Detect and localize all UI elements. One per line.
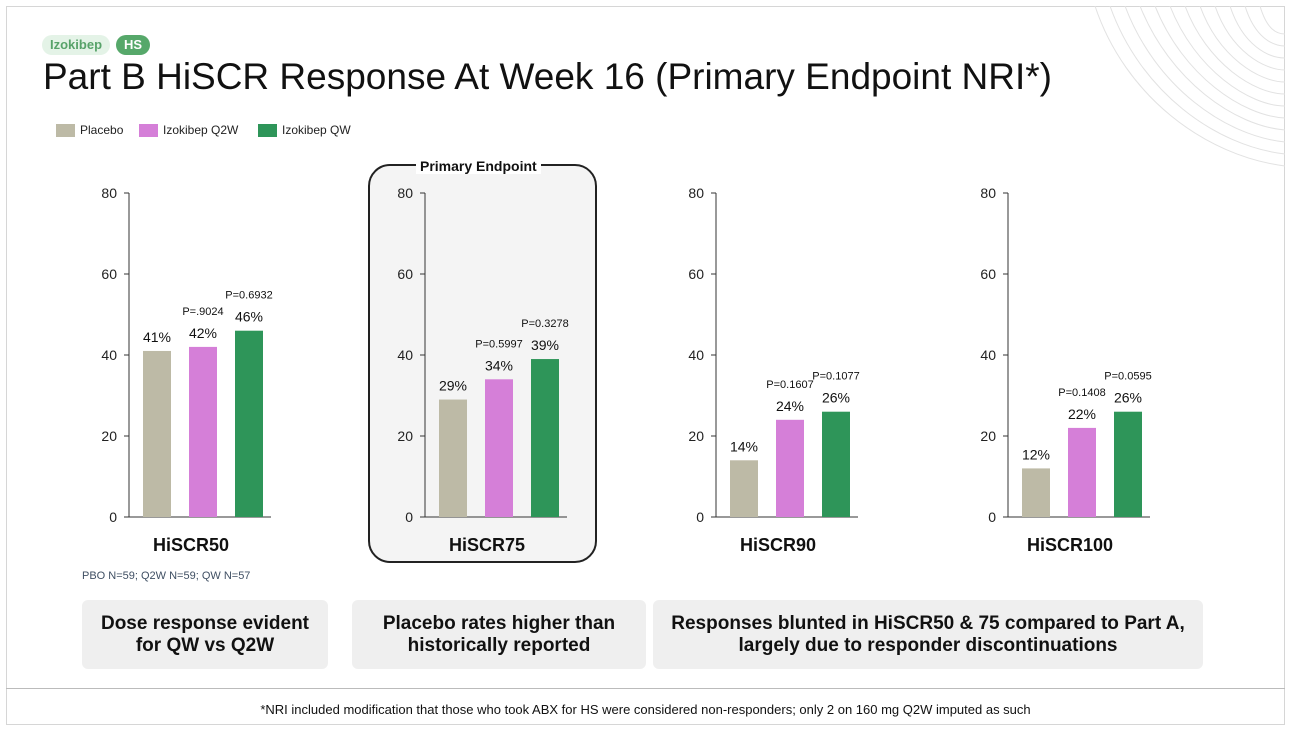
bar-value-label: 24% [776, 398, 804, 414]
bar-value-label: 29% [439, 378, 467, 394]
legend-label-placebo: Placebo [80, 123, 124, 137]
bar-value-label: 14% [730, 438, 758, 454]
bar-q2w [1068, 427, 1096, 517]
x-axis-category-label: HiSCR50 [153, 535, 229, 555]
bar-qw [1114, 411, 1142, 517]
y-tick-label: 0 [109, 509, 117, 525]
bar-value-label: 41% [143, 329, 171, 345]
callout-text: Dose response evident for QW vs Q2W [100, 612, 310, 656]
p-value-label: P=.9024 [182, 306, 223, 318]
bar-value-label: 39% [531, 337, 559, 353]
y-tick-label: 60 [101, 266, 117, 282]
bar-placebo [730, 460, 758, 517]
page-title: Part B HiSCR Response At Week 16 (Primar… [43, 56, 1052, 97]
p-value-label: P=0.1077 [812, 371, 859, 383]
legend-swatch-placebo [56, 124, 75, 138]
y-tick-label: 40 [980, 347, 996, 363]
bar-value-label: 26% [1114, 390, 1142, 406]
bar-value-label: 42% [189, 325, 217, 341]
legend-label-qw: Izokibep QW [282, 123, 351, 137]
legend-swatch-qw [258, 124, 277, 138]
bar-value-label: 34% [485, 357, 513, 373]
callout-text: Placebo rates higher than historically r… [382, 612, 616, 656]
y-tick-label: 20 [980, 428, 996, 444]
y-tick-label: 60 [397, 266, 413, 282]
p-value-label: P=0.3278 [521, 318, 568, 330]
legend-item-qw: Izokibep QW [258, 122, 351, 138]
bar-value-label: 46% [235, 309, 263, 325]
y-tick-label: 20 [101, 428, 117, 444]
y-tick-label: 40 [397, 347, 413, 363]
y-tick-label: 40 [688, 347, 704, 363]
bar-qw [235, 330, 263, 517]
indication-tag: HS [116, 35, 151, 55]
p-value-label: P=0.6932 [225, 290, 272, 302]
bar-qw [822, 411, 850, 517]
bar-placebo [439, 399, 467, 517]
bar-q2w [776, 419, 804, 517]
p-value-label: P=0.1408 [1058, 387, 1105, 399]
footnote: *NRI included modification that those wh… [260, 702, 1031, 717]
p-value-label: P=0.5997 [475, 338, 522, 350]
legend-item-placebo: Placebo [56, 122, 123, 138]
legend-swatch-q2w [139, 124, 158, 138]
bar-q2w [485, 379, 513, 517]
y-tick-label: 0 [696, 509, 704, 525]
y-tick-label: 60 [980, 266, 996, 282]
y-tick-label: 20 [397, 428, 413, 444]
y-tick-label: 0 [988, 509, 996, 525]
y-tick-label: 0 [405, 509, 413, 525]
y-tick-label: 40 [101, 347, 117, 363]
y-tick-label: 80 [688, 185, 704, 201]
x-axis-category-label: HiSCR90 [740, 535, 816, 555]
y-tick-label: 80 [980, 185, 996, 201]
callout-responses-blunted: Responses blunted in HiSCR50 & 75 compar… [653, 600, 1203, 669]
decorative-lines [1094, 6, 1285, 167]
bar-q2w [189, 346, 217, 517]
callout-text: Responses blunted in HiSCR50 & 75 compar… [671, 612, 1185, 656]
bar-value-label: 26% [822, 390, 850, 406]
y-tick-label: 20 [688, 428, 704, 444]
legend-label-q2w: Izokibep Q2W [163, 123, 239, 137]
product-tag: Izokibep [42, 35, 111, 55]
y-tick-label: 60 [688, 266, 704, 282]
p-value-label: P=0.0595 [1104, 371, 1151, 383]
bar-value-label: 12% [1022, 446, 1050, 462]
bar-placebo [1022, 468, 1050, 517]
callout-placebo-rates: Placebo rates higher than historically r… [352, 600, 646, 669]
x-axis-category-label: HiSCR75 [449, 535, 525, 555]
primary-endpoint-label: Primary Endpoint [416, 158, 541, 174]
sample-sizes: PBO N=59; Q2W N=59; QW N=57 [82, 570, 251, 582]
y-tick-label: 80 [397, 185, 413, 201]
callout-dose-response: Dose response evident for QW vs Q2W [82, 600, 328, 669]
bar-qw [531, 359, 559, 517]
x-axis-category-label: HiSCR100 [1027, 535, 1113, 555]
bar-value-label: 22% [1068, 406, 1096, 422]
p-value-label: P=0.1607 [766, 379, 813, 391]
footer-divider [6, 688, 1285, 689]
legend-item-q2w: Izokibep Q2W [139, 122, 238, 138]
y-tick-label: 80 [101, 185, 117, 201]
bar-placebo [143, 350, 171, 517]
